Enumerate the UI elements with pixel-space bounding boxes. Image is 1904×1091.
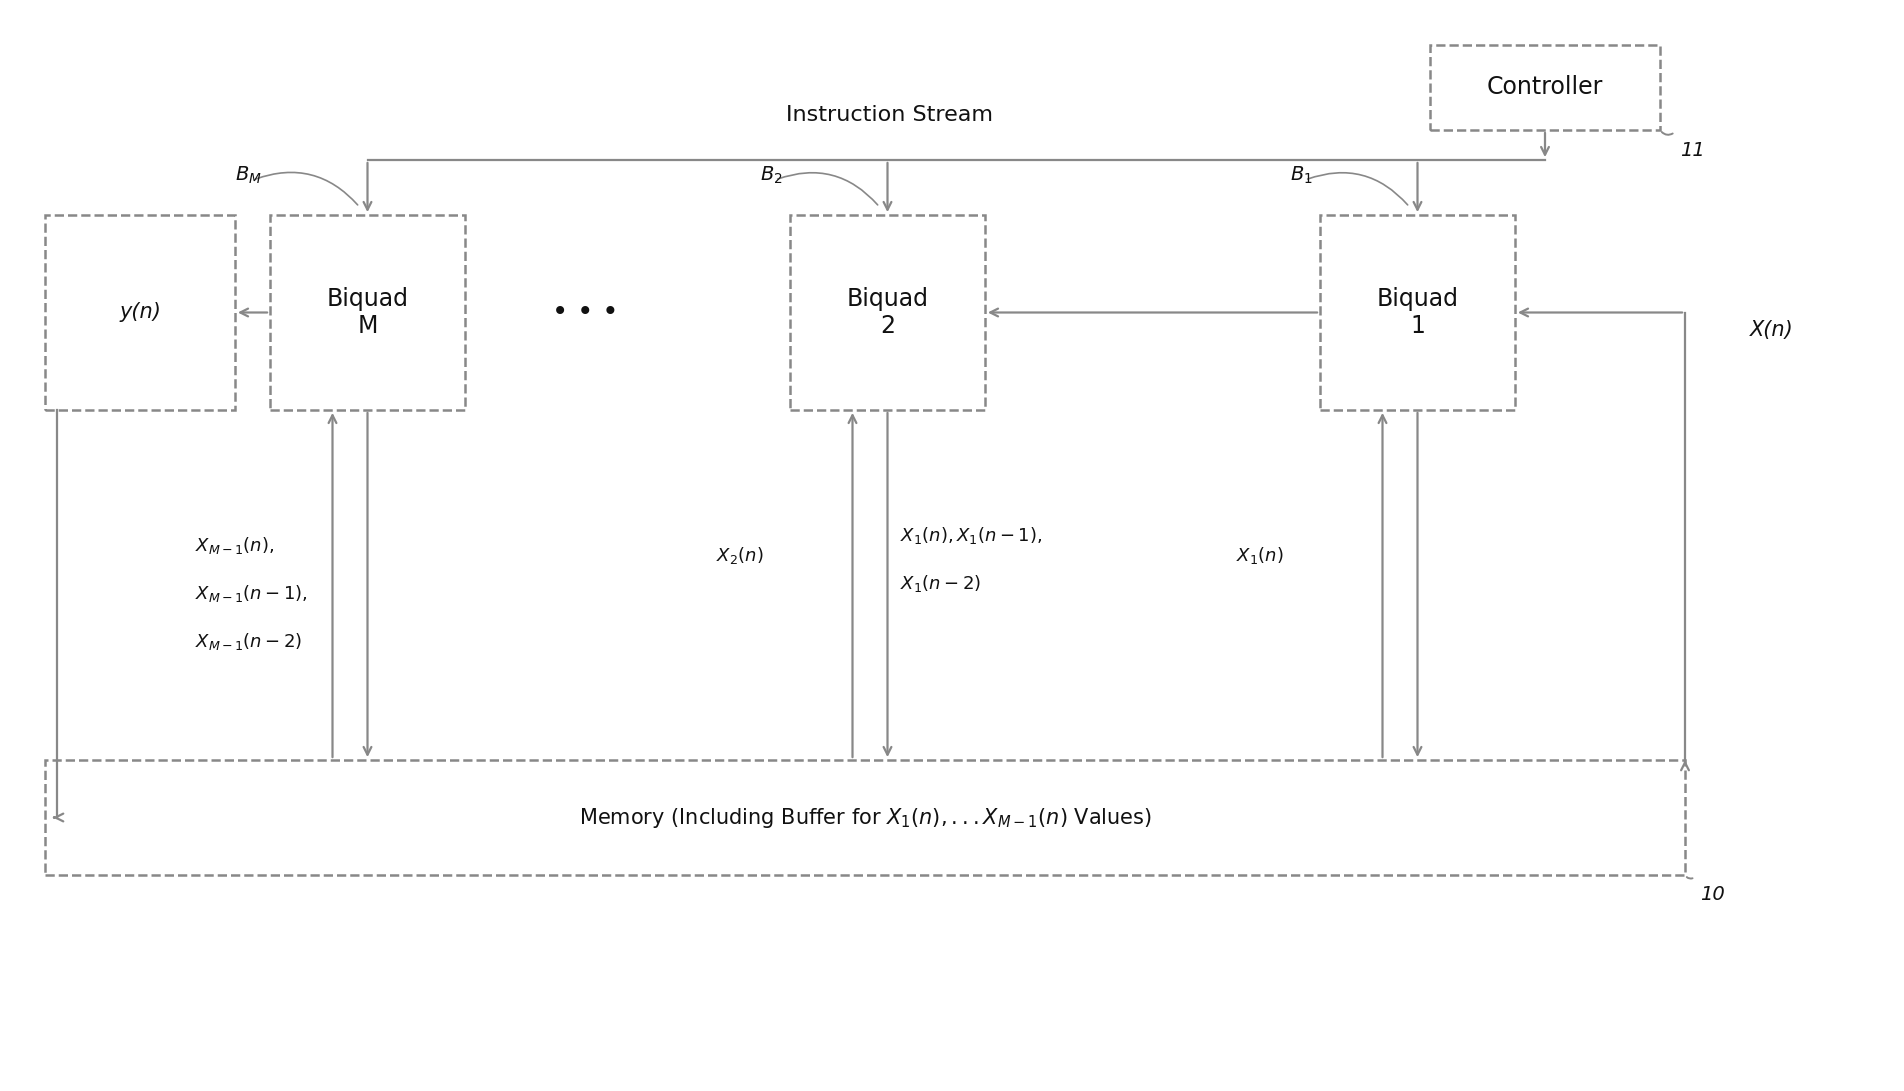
Bar <box>46 760 1685 875</box>
Text: $X_2(n)$: $X_2(n)$ <box>716 544 764 565</box>
Text: Memory (Including Buffer for $X_1(n),...X_{M-1}(n)$ Values): Memory (Including Buffer for $X_1(n),...… <box>579 805 1152 829</box>
Text: 10: 10 <box>1700 886 1725 904</box>
Bar <box>1319 215 1516 410</box>
Text: Controller: Controller <box>1487 75 1603 99</box>
Text: $X_{M-1}(n-2)$: $X_{M-1}(n-2)$ <box>194 631 303 651</box>
Text: Biquad
1: Biquad 1 <box>1377 287 1458 338</box>
Text: y(n): y(n) <box>120 302 162 322</box>
Text: $X_1(n)$: $X_1(n)$ <box>1236 544 1283 565</box>
Text: Biquad
2: Biquad 2 <box>847 287 929 338</box>
Text: $B_M$: $B_M$ <box>234 165 261 185</box>
Text: X(n): X(n) <box>1750 320 1794 340</box>
Bar <box>46 215 234 410</box>
Text: $X_{M-1}(n-1),$: $X_{M-1}(n-1),$ <box>194 583 308 603</box>
Text: $B_2$: $B_2$ <box>760 165 783 185</box>
Text: $X_1(n), X_1(n-1),$: $X_1(n), X_1(n-1),$ <box>901 525 1041 546</box>
Text: $B_1$: $B_1$ <box>1291 165 1312 185</box>
Text: $X_1(n-2)$: $X_1(n-2)$ <box>901 573 981 594</box>
Bar <box>790 215 984 410</box>
Bar <box>1430 45 1660 130</box>
Text: $X_{M-1}(n),$: $X_{M-1}(n),$ <box>194 535 274 555</box>
Text: Biquad
M: Biquad M <box>326 287 409 338</box>
Bar <box>270 215 465 410</box>
Text: Instruction Stream: Instruction Stream <box>786 105 994 125</box>
Text: 11: 11 <box>1679 141 1704 159</box>
Text: • • •: • • • <box>552 298 619 326</box>
